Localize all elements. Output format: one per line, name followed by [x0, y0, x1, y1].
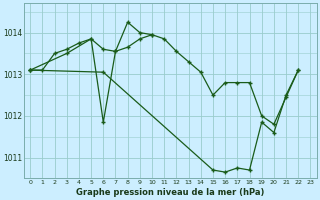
X-axis label: Graphe pression niveau de la mer (hPa): Graphe pression niveau de la mer (hPa)	[76, 188, 265, 197]
